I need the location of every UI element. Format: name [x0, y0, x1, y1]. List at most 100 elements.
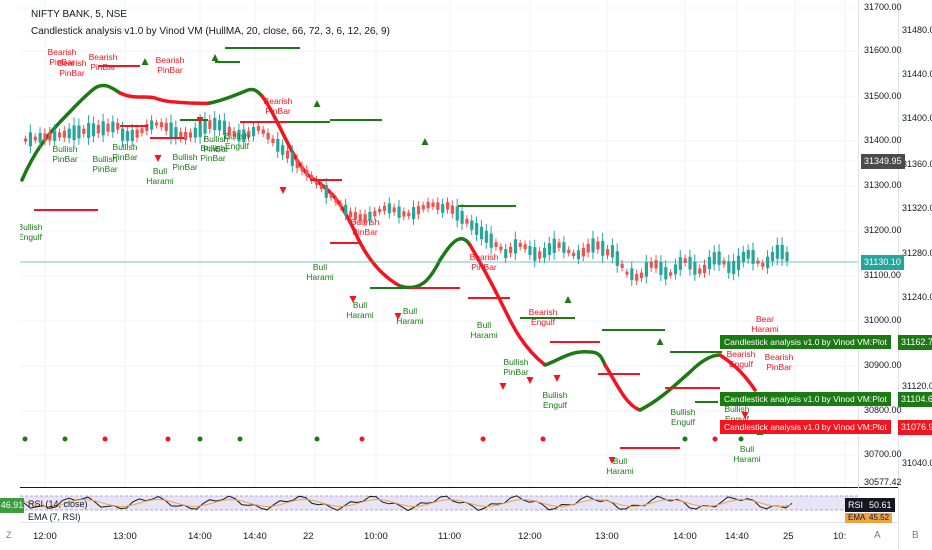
- candle-body: [87, 123, 91, 139]
- candle-body: [62, 130, 66, 138]
- signal-dot: [712, 436, 718, 442]
- candle-body: [140, 128, 144, 133]
- log-scale-button[interactable]: B: [912, 530, 919, 541]
- candle-body: [392, 207, 396, 213]
- candle-body: [159, 122, 163, 128]
- candle-body: [610, 245, 615, 258]
- time-axis-labels[interactable]: 12:00 13:00 14:00 14:40 22 10:00 11:00 12:00 13:…: [0, 528, 898, 550]
- time-tick-label: 14:40: [725, 531, 749, 542]
- pattern-annotation: Bullish Engulf: [17, 222, 42, 242]
- candle-body: [339, 203, 343, 208]
- candle-body: [164, 122, 168, 131]
- candle-body: [513, 239, 518, 254]
- pattern-annotation: Bearish PinBar: [58, 58, 87, 78]
- pattern-annotation: Bullish PinBar: [200, 143, 226, 163]
- candle-body: [334, 198, 338, 203]
- hull-segment: [603, 363, 642, 412]
- pattern-annotation: Bearish PinBar: [48, 47, 77, 67]
- time-tick-label: 14:40: [243, 531, 267, 542]
- candle-body: [203, 119, 207, 134]
- candle-body: [712, 252, 716, 265]
- zoom-letter[interactable]: Z: [6, 530, 12, 540]
- pattern-annotation: Bearish PinBar: [470, 252, 499, 272]
- candle-body: [91, 123, 96, 137]
- candle-body: [38, 132, 42, 143]
- candle-body: [455, 206, 459, 221]
- pattern-annotation: Bullish PinBar: [52, 144, 78, 164]
- indicator-title[interactable]: Candlestick analysis v1.0 by Vinod VM (H…: [31, 26, 390, 37]
- candle-body: [358, 214, 362, 222]
- pattern-annotation: Bullish Engulf: [224, 131, 249, 151]
- candle-body: [528, 246, 532, 255]
- candle-body: [101, 121, 105, 136]
- hull-segment: [118, 91, 212, 106]
- time-tick-label: 12:00: [33, 531, 57, 542]
- candle-body: [436, 202, 440, 210]
- rsi-title[interactable]: RSI (14, close): [28, 499, 88, 509]
- candle-body: [57, 132, 62, 138]
- rsi-pane[interactable]: [20, 487, 898, 517]
- candle-body: [247, 131, 251, 138]
- candle-body: [28, 132, 33, 147]
- candle-body: [319, 184, 324, 189]
- sell-arrow-icon: [196, 117, 204, 124]
- candle-body: [222, 120, 227, 135]
- hull-segment: [543, 350, 607, 367]
- left-toolbar-strip: [0, 0, 20, 550]
- price-tick-label: 31000.00: [864, 315, 902, 325]
- time-tick-label: 12:00: [518, 531, 542, 542]
- candle-body: [242, 129, 246, 143]
- candle-body: [363, 214, 367, 222]
- candle-body: [504, 249, 508, 259]
- buy-arrow-icon: [656, 338, 664, 345]
- candle-body: [596, 241, 600, 250]
- candle-body: [664, 267, 668, 280]
- candle-body: [761, 262, 765, 267]
- ema-title[interactable]: EMA (7, RSI): [28, 512, 81, 522]
- candle-body: [489, 233, 493, 248]
- pattern-annotation: Bearish Engulf: [529, 307, 558, 327]
- sell-arrow-icon: [279, 187, 287, 194]
- buy-arrow-icon: [421, 138, 429, 145]
- candle-body: [732, 260, 736, 274]
- candle-body: [402, 211, 406, 217]
- pattern-annotation: Bearish Engulf: [727, 349, 756, 369]
- rsi-axis-value: 50.61: [866, 498, 895, 512]
- hull-segment: [638, 353, 722, 412]
- signal-green-tag-1: 31162.75: [898, 335, 932, 350]
- candle-body: [261, 129, 265, 134]
- signal-red-tag: 31076.95: [898, 420, 932, 435]
- candle-body: [373, 210, 377, 217]
- candle-body: [315, 179, 319, 185]
- candle-body: [741, 251, 745, 263]
- candle-body: [397, 206, 401, 218]
- pattern-annotation: Bull Harami: [733, 444, 761, 464]
- candle-body: [586, 243, 590, 253]
- candle-body: [111, 121, 115, 133]
- candle-body: [412, 207, 416, 219]
- auto-scale-button[interactable]: A: [874, 530, 881, 541]
- candle-body: [562, 242, 566, 253]
- signal-levels: [34, 47, 722, 449]
- candle-body: [271, 138, 275, 143]
- candle-body: [416, 206, 421, 215]
- candle-body: [237, 130, 241, 142]
- candle-body: [678, 257, 682, 270]
- rsi-axis-badge: RSI: [845, 498, 867, 512]
- pattern-annotation: Bullish PinBar: [92, 154, 118, 174]
- candle-body: [523, 244, 527, 250]
- symbol-title[interactable]: NIFTY BANK, 5, NSE: [31, 9, 127, 20]
- price-axis-b[interactable]: 31480.00 31440.00 31400.00 31360.00 31320.00…: [898, 0, 932, 490]
- candle-body: [353, 211, 357, 220]
- signal-dot: [102, 436, 108, 442]
- candle-body: [96, 124, 100, 134]
- candle-body: [654, 260, 658, 269]
- price-axis-a[interactable]: 31700.00 31600.00 31500.00 31400.00 31300.00…: [858, 0, 902, 490]
- candle-body: [644, 262, 648, 277]
- candle-body: [324, 185, 328, 198]
- candle-body: [620, 263, 624, 268]
- pattern-annotation: Bullish Engulf: [724, 404, 749, 424]
- current-price-tag: 31130.10: [861, 255, 904, 270]
